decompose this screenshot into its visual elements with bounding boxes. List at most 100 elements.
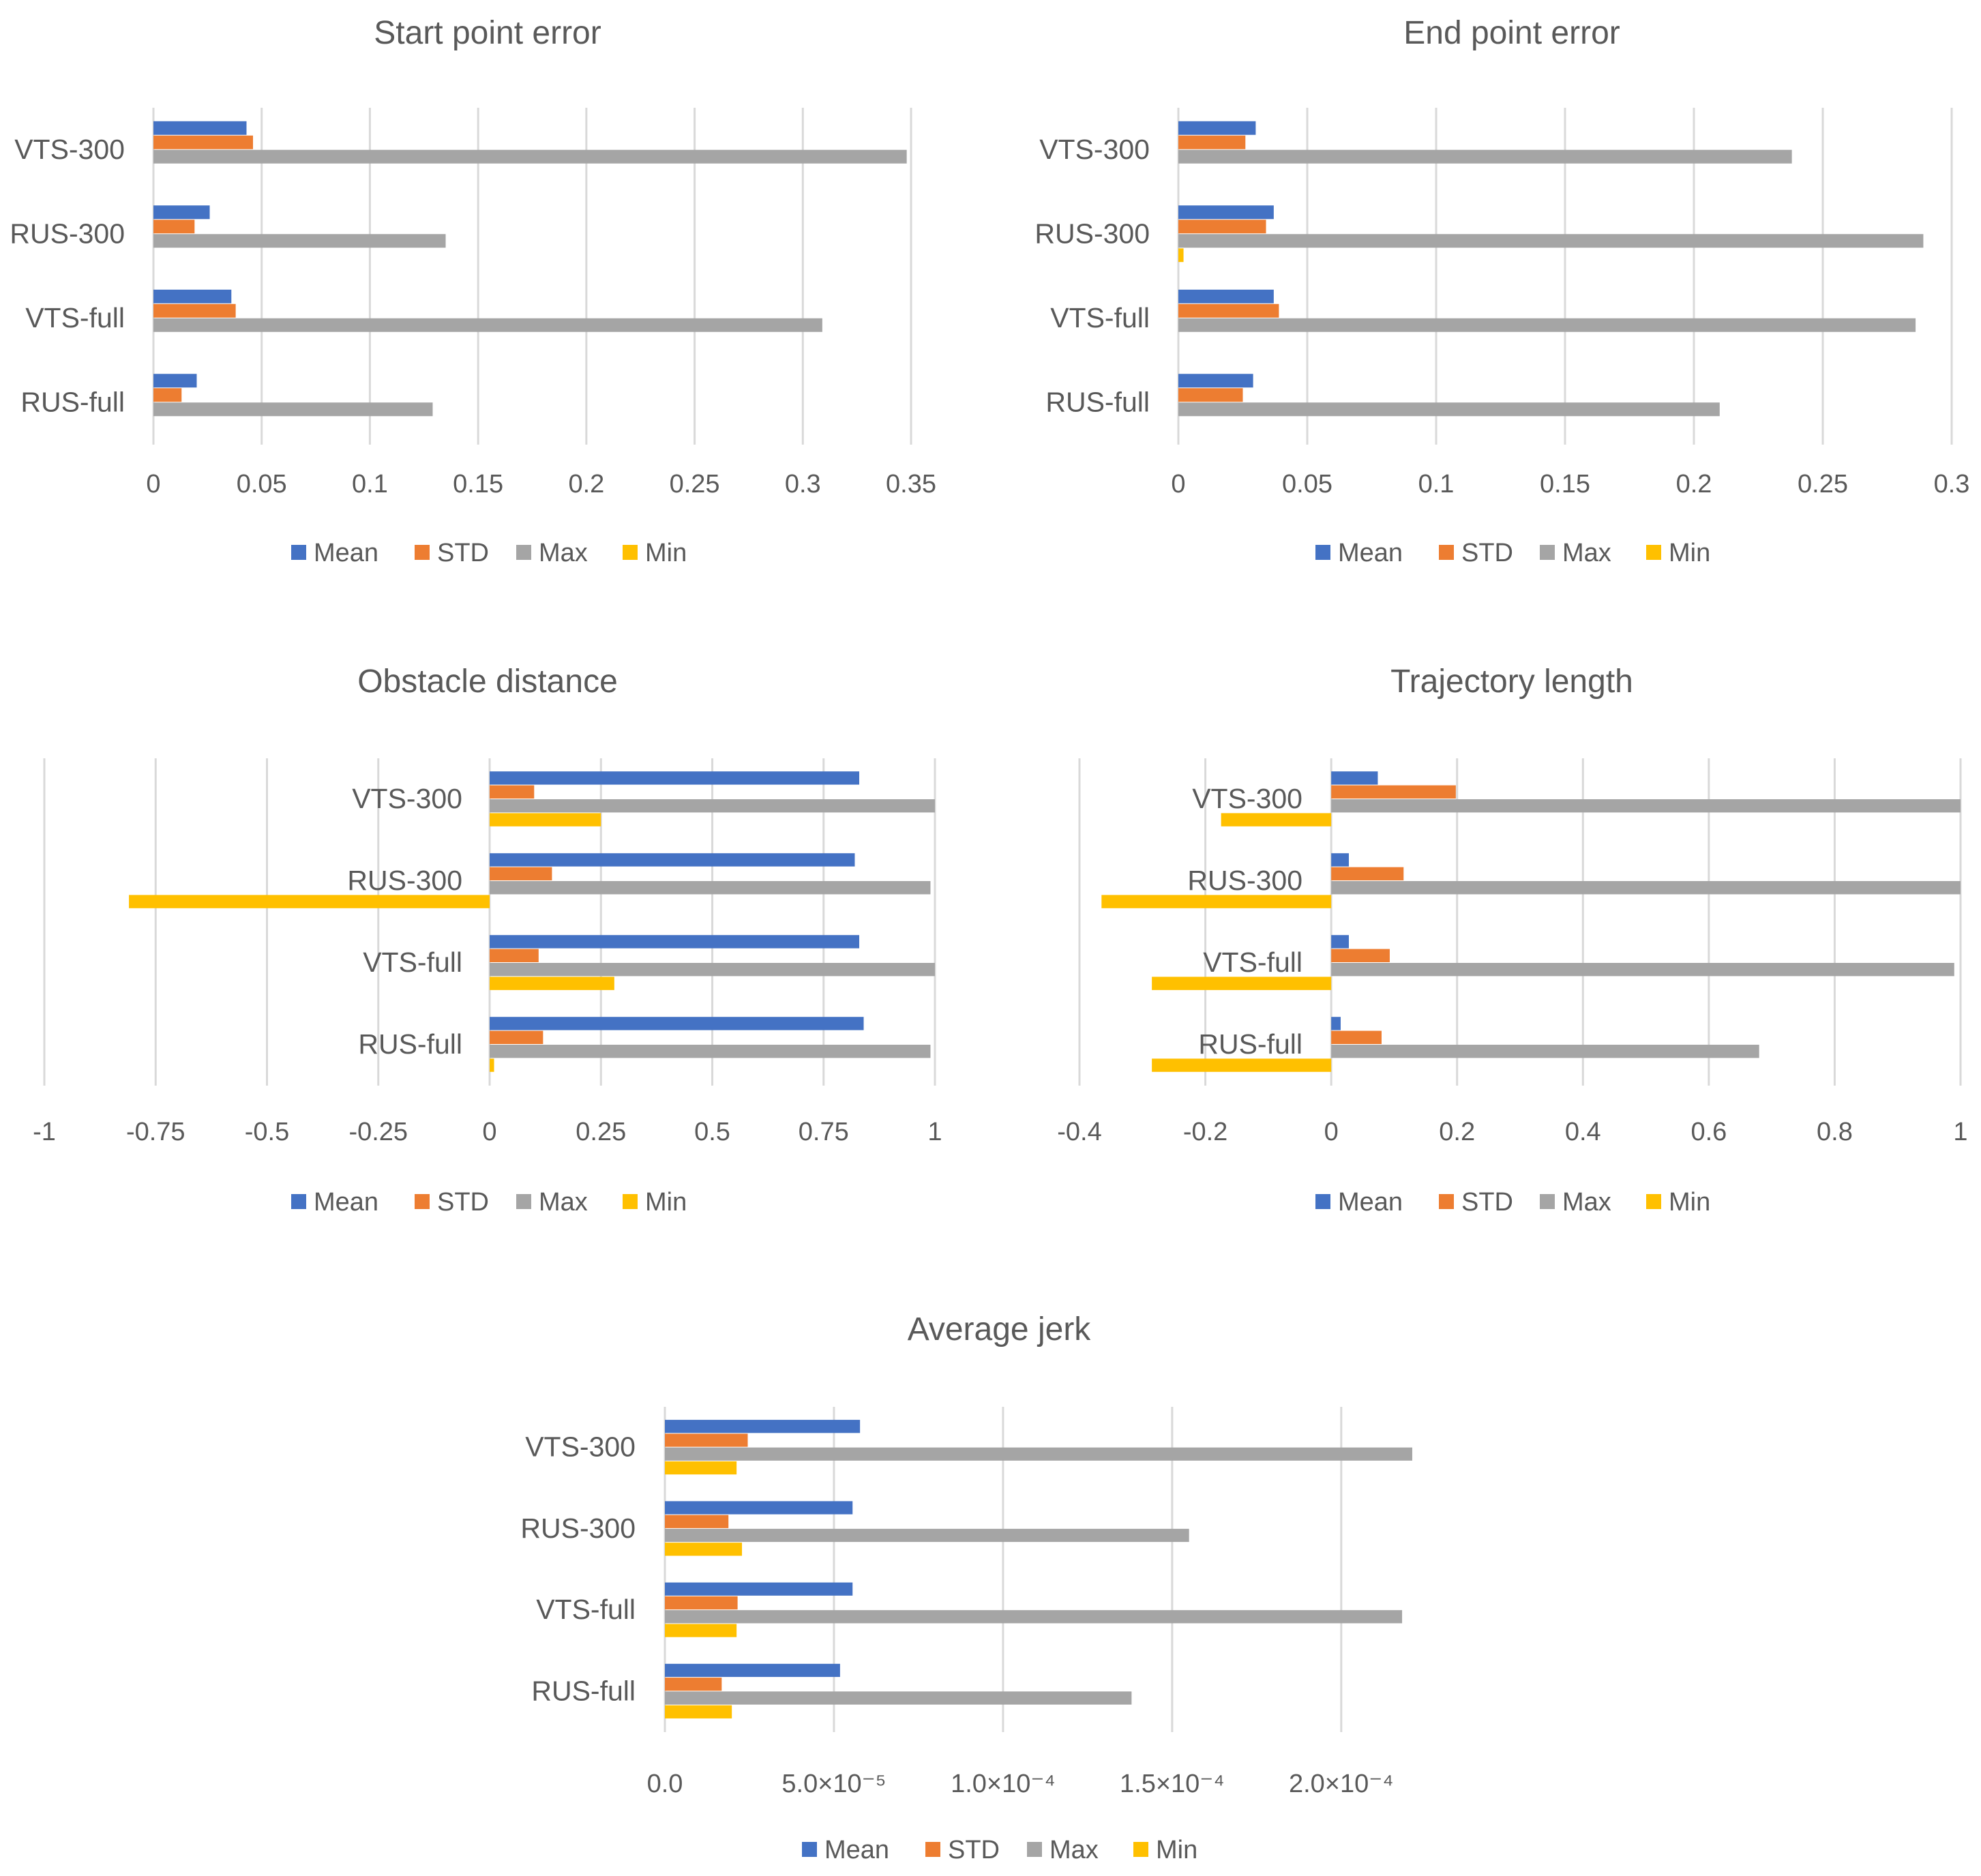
bar-mean-vts-300 — [490, 771, 859, 785]
bar-mean-rus-full — [490, 1017, 864, 1030]
bar-mean-vts-full — [1331, 935, 1349, 949]
bar-mean-vts-300 — [153, 121, 247, 135]
x-tick-label: -0.25 — [348, 1118, 408, 1146]
legend-swatch-mean — [802, 1842, 817, 1857]
legend-swatch-max — [516, 545, 531, 560]
bar-std-rus-300 — [490, 867, 552, 880]
bar-min-vts-full — [490, 977, 614, 990]
x-tick-label: 0.25 — [670, 470, 720, 498]
legend-swatch-mean — [1315, 545, 1330, 560]
legend-label-mean: Mean — [1338, 539, 1403, 567]
bar-std-vts-300 — [665, 1433, 748, 1447]
category-label: VTS-300 — [525, 1431, 636, 1463]
bar-max-vts-full — [153, 318, 822, 332]
bar-min-rus-full — [1152, 1058, 1332, 1072]
category-label: VTS-300 — [352, 783, 462, 814]
legend-label-std: STD — [437, 539, 489, 567]
bar-min-vts-full — [1152, 977, 1332, 990]
x-tick-label: 2.0×10⁻⁴ — [1289, 1770, 1394, 1798]
x-tick-label: 0.0 — [647, 1770, 683, 1798]
bar-min-rus-300 — [665, 1543, 743, 1556]
legend-swatch-max — [1540, 545, 1555, 560]
legend-label-min: Min — [1669, 539, 1710, 567]
bar-std-vts-full — [153, 303, 236, 318]
x-tick-label: -0.5 — [245, 1118, 289, 1146]
x-tick-label: 0.2 — [1439, 1118, 1475, 1146]
bar-max-vts-300 — [153, 149, 907, 164]
legend-swatch-min — [1646, 545, 1661, 560]
category-label: VTS-full — [25, 302, 125, 333]
x-tick-label: 0.3 — [785, 470, 821, 498]
category-label: VTS-300 — [1039, 134, 1150, 165]
x-tick-label: -1 — [33, 1118, 56, 1146]
bar-mean-rus-full — [1178, 374, 1253, 388]
chart-obstacle-distance: Obstacle distance -1 -0.75 -0.5 -0.25 0 0.25 0.… — [33, 664, 942, 1217]
legend-label-min: Min — [645, 1188, 687, 1217]
chart-start-point-error: Start point error 0 0.05 0.1 0.15 0.2 0.25 0.3 0… — [10, 15, 936, 567]
bar-max-vts-300 — [1331, 799, 1961, 813]
bar-mean-vts-300 — [665, 1420, 861, 1433]
x-tick-label: 0.25 — [576, 1118, 626, 1146]
bar-std-rus-full — [1331, 1030, 1382, 1044]
bar-max-vts-300 — [1178, 149, 1792, 164]
x-tick-label: 0 — [482, 1118, 496, 1146]
chart-trajectory-length: Trajectory length -0.4 -0.2 0 0.2 0.4 0.6 0.8 1 V… — [1057, 664, 1967, 1217]
x-tick-label: 1.5×10⁻⁴ — [1120, 1770, 1225, 1798]
legend-label-std: STD — [437, 1188, 489, 1217]
legend-swatch-std — [415, 545, 430, 560]
bar-max-vts-full — [665, 1610, 1403, 1624]
category-label: VTS-full — [1050, 302, 1150, 333]
x-tick-label: -0.4 — [1057, 1118, 1101, 1146]
bar-mean-rus-full — [153, 374, 197, 388]
chart-end-point-error: End point error 0 0.05 0.1 0.15 0.2 0.25 0.3 VTS… — [1034, 15, 1969, 567]
bar-max-vts-full — [1331, 963, 1954, 977]
bar-mean-rus-300 — [1331, 853, 1349, 867]
bar-max-rus-full — [490, 1045, 931, 1058]
bar-max-vts-full — [490, 963, 935, 977]
x-tick-label: -0.2 — [1183, 1118, 1227, 1146]
bar-std-vts-300 — [1331, 785, 1456, 799]
bar-max-vts-full — [1178, 318, 1916, 332]
legend-label-min: Min — [1669, 1188, 1710, 1217]
chart-title: End point error — [1403, 15, 1620, 51]
x-tick-label: 0.1 — [1418, 470, 1455, 498]
legend-swatch-min — [623, 545, 638, 560]
bar-min-vts-300 — [490, 813, 601, 827]
category-label: RUS-300 — [10, 218, 125, 249]
chart-title: Start point error — [374, 15, 601, 51]
bar-max-rus-300 — [665, 1528, 1189, 1543]
category-label: RUS-300 — [520, 1513, 636, 1544]
legend-label-std: STD — [1461, 1188, 1513, 1217]
bar-max-rus-300 — [1331, 881, 1961, 895]
legend-label-std: STD — [1461, 539, 1513, 567]
legend-swatch-mean — [291, 545, 306, 560]
legend-swatch-std — [1439, 1194, 1454, 1209]
category-label: VTS-300 — [14, 134, 125, 165]
bar-std-vts-full — [1178, 303, 1279, 318]
x-tick-label: 0.8 — [1817, 1118, 1853, 1146]
x-tick-label: 0.2 — [1676, 470, 1712, 498]
bar-min-vts-300 — [665, 1461, 737, 1475]
x-tick-label: 1 — [927, 1118, 942, 1146]
x-tick-label: 0.15 — [1540, 470, 1590, 498]
chart-title: Obstacle distance — [357, 664, 618, 700]
x-tick-label: 0 — [1324, 1118, 1339, 1146]
bar-mean-vts-full — [153, 289, 232, 303]
category-label: VTS-300 — [1192, 783, 1302, 814]
category-label: RUS-300 — [1187, 865, 1302, 896]
chart-title: Trajectory length — [1390, 664, 1633, 700]
bar-std-rus-300 — [1331, 867, 1404, 880]
bar-max-rus-full — [1178, 402, 1720, 417]
legend-label-mean: Mean — [824, 1836, 889, 1864]
bar-std-vts-300 — [1178, 135, 1246, 149]
legend-swatch-max — [1540, 1194, 1555, 1209]
bar-std-vts-full — [490, 949, 539, 962]
bar-min-rus-full — [490, 1058, 494, 1072]
bar-std-rus-full — [490, 1030, 543, 1044]
x-tick-label: 0.3 — [1934, 470, 1970, 498]
x-tick-label: 0.75 — [799, 1118, 849, 1146]
bar-mean-vts-300 — [1178, 121, 1256, 135]
category-label: RUS-300 — [1034, 218, 1150, 249]
legend-label-max: Max — [1049, 1836, 1099, 1864]
